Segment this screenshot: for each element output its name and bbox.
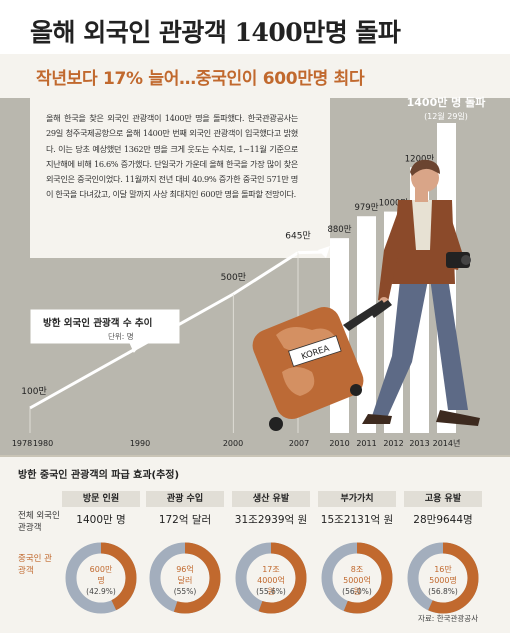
x-tick-label: 2000 <box>223 439 243 448</box>
bar-value-label: 1000만 <box>379 199 409 209</box>
donut-china-share <box>65 542 137 614</box>
subtitle: 작년보다 17% 늘어…중국인이 600만명 최다 <box>36 69 365 89</box>
bar-category-label: 2012 <box>383 439 403 448</box>
china-value: 17조 4000억 원 <box>257 565 285 596</box>
col-header: 관광 수입 <box>146 491 224 507</box>
title-bar: 올해 외국인 관광객 1400만명 돌파 <box>0 0 510 54</box>
total-value: 28만9644명 <box>413 514 473 526</box>
bar-category-label: 2013 <box>409 439 429 448</box>
trend-value-label: 645만 <box>285 231 310 242</box>
china-value: 16만 5000명 <box>429 565 457 585</box>
china-value: 8조 5000억 원 <box>343 565 371 596</box>
share-donut: 17조 4000억 원 (55.6%) <box>235 542 307 614</box>
china-share-pct: (56.0%) <box>342 587 372 596</box>
total-value: 15조2131억 원 <box>320 514 394 526</box>
china-share-pct: (55.6%) <box>256 587 286 596</box>
china-value: 96억 달러 <box>176 565 194 585</box>
x-tick-label: 1978 <box>12 439 32 448</box>
col-header: 방문 인원 <box>62 491 140 507</box>
chart-unit: 단위: 명 <box>108 332 134 341</box>
donut-china-share <box>149 542 221 614</box>
x-tick-label: 2007 <box>289 439 309 448</box>
chart-canvas: 100만 500만 645만 1978 1980 1990 2000 2007 2010 880… <box>0 54 510 455</box>
china-value: 600만 명 <box>89 565 113 585</box>
section-divider <box>0 455 510 457</box>
total-value: 31조2939억 원 <box>234 514 308 526</box>
donut-china-share <box>321 542 393 614</box>
col-header: 부가가치 <box>318 491 396 507</box>
col-header: 고용 유발 <box>404 491 482 507</box>
bar-value-label: 880만 <box>327 225 351 235</box>
bar-2011 <box>357 216 376 433</box>
traveler-illustration <box>362 159 480 426</box>
effects-title: 방한 중국인 관광객의 파급 효과(추정) <box>18 470 180 481</box>
share-donut: 8조 5000억 원 (56.0%) <box>321 542 393 614</box>
chart-title: 방한 외국인 관광객 수 추이 <box>43 318 153 329</box>
highlight-label: 1400만 명 돌파 <box>407 95 487 109</box>
bar-value-label: 1200만 <box>405 154 435 164</box>
col-header: 생산 유발 <box>232 491 310 507</box>
page-title: 올해 외국인 관광객 1400만명 돌파 <box>30 18 401 47</box>
bar-category-label: 2014년 <box>433 438 461 448</box>
highlight-note: (12월 29일) <box>424 111 468 121</box>
share-donut: 600만 명 (42.9%) <box>65 542 137 614</box>
china-share-pct: (42.9%) <box>86 587 116 596</box>
bar-category-label: 2010 <box>329 439 349 448</box>
trend-value-label: 100만 <box>21 386 46 397</box>
total-value: 172억 달러 <box>158 514 212 526</box>
share-donut: 96억 달러 (55%) <box>149 542 221 614</box>
x-tick-label: 1990 <box>130 439 150 448</box>
headline-band <box>0 54 510 98</box>
bar-category-label: 2011 <box>356 439 376 448</box>
article-text: 올해 한국을 찾은 외국인 관광객이 1400만 명을 돌파했다. 한국관광공사… <box>46 113 298 200</box>
source-note: 자료: 한국관광공사 <box>418 614 479 623</box>
china-share-pct: (56.8%) <box>428 587 458 596</box>
article-panel <box>30 98 330 258</box>
row-label-total: 전체 외국인 관광객 <box>18 511 60 533</box>
total-value: 1400만 명 <box>76 514 126 526</box>
x-tick-label: 1980 <box>33 439 53 448</box>
donut-china-share <box>235 542 307 614</box>
share-donut: 16만 5000명 (56.8%) <box>407 542 479 614</box>
donut-china-share <box>407 542 479 614</box>
chart-callout: 방한 외국인 관광객 수 추이 단위: 명 <box>30 309 180 353</box>
bar-value-label: 979만 <box>354 203 378 213</box>
suitcase-illustration <box>252 300 392 431</box>
row-label-china: 중국인 관광객 <box>18 554 52 576</box>
china-share-pct: (55%) <box>173 587 197 596</box>
trend-arrow-head <box>318 246 330 258</box>
trend-value-label: 500만 <box>221 272 246 283</box>
trend-layer: 100만 500만 645만 1978 1980 1990 2000 2007 <box>12 231 330 448</box>
